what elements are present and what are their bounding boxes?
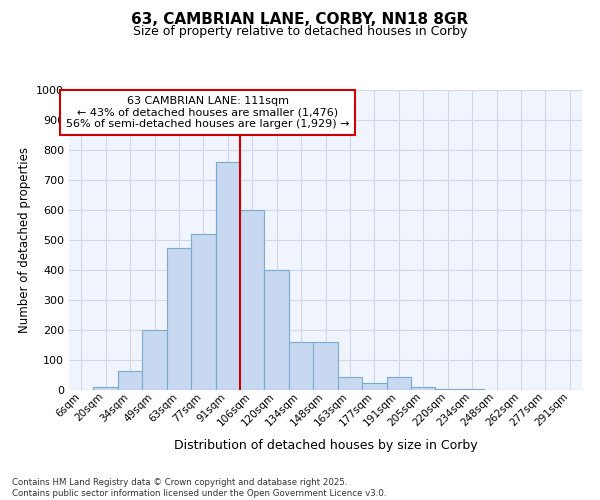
Bar: [94, 387, 118, 390]
Text: 63, CAMBRIAN LANE, CORBY, NN18 8GR: 63, CAMBRIAN LANE, CORBY, NN18 8GR: [131, 12, 469, 28]
Bar: [215, 162, 240, 390]
Bar: [118, 370, 142, 390]
Y-axis label: Number of detached properties: Number of detached properties: [17, 147, 31, 333]
Bar: [142, 330, 167, 390]
Bar: [411, 387, 436, 390]
Text: Size of property relative to detached houses in Corby: Size of property relative to detached ho…: [133, 25, 467, 38]
Bar: [240, 210, 265, 390]
Bar: [167, 248, 191, 390]
Bar: [338, 376, 362, 390]
Bar: [313, 342, 338, 390]
Bar: [265, 270, 289, 390]
Text: Contains HM Land Registry data © Crown copyright and database right 2025.
Contai: Contains HM Land Registry data © Crown c…: [12, 478, 386, 498]
Bar: [460, 388, 484, 390]
Bar: [386, 376, 411, 390]
Bar: [362, 382, 386, 390]
Bar: [289, 342, 313, 390]
Text: 63 CAMBRIAN LANE: 111sqm
← 43% of detached houses are smaller (1,476)
56% of sem: 63 CAMBRIAN LANE: 111sqm ← 43% of detach…: [66, 96, 349, 129]
X-axis label: Distribution of detached houses by size in Corby: Distribution of detached houses by size …: [173, 440, 478, 452]
Bar: [191, 234, 215, 390]
Bar: [436, 388, 460, 390]
